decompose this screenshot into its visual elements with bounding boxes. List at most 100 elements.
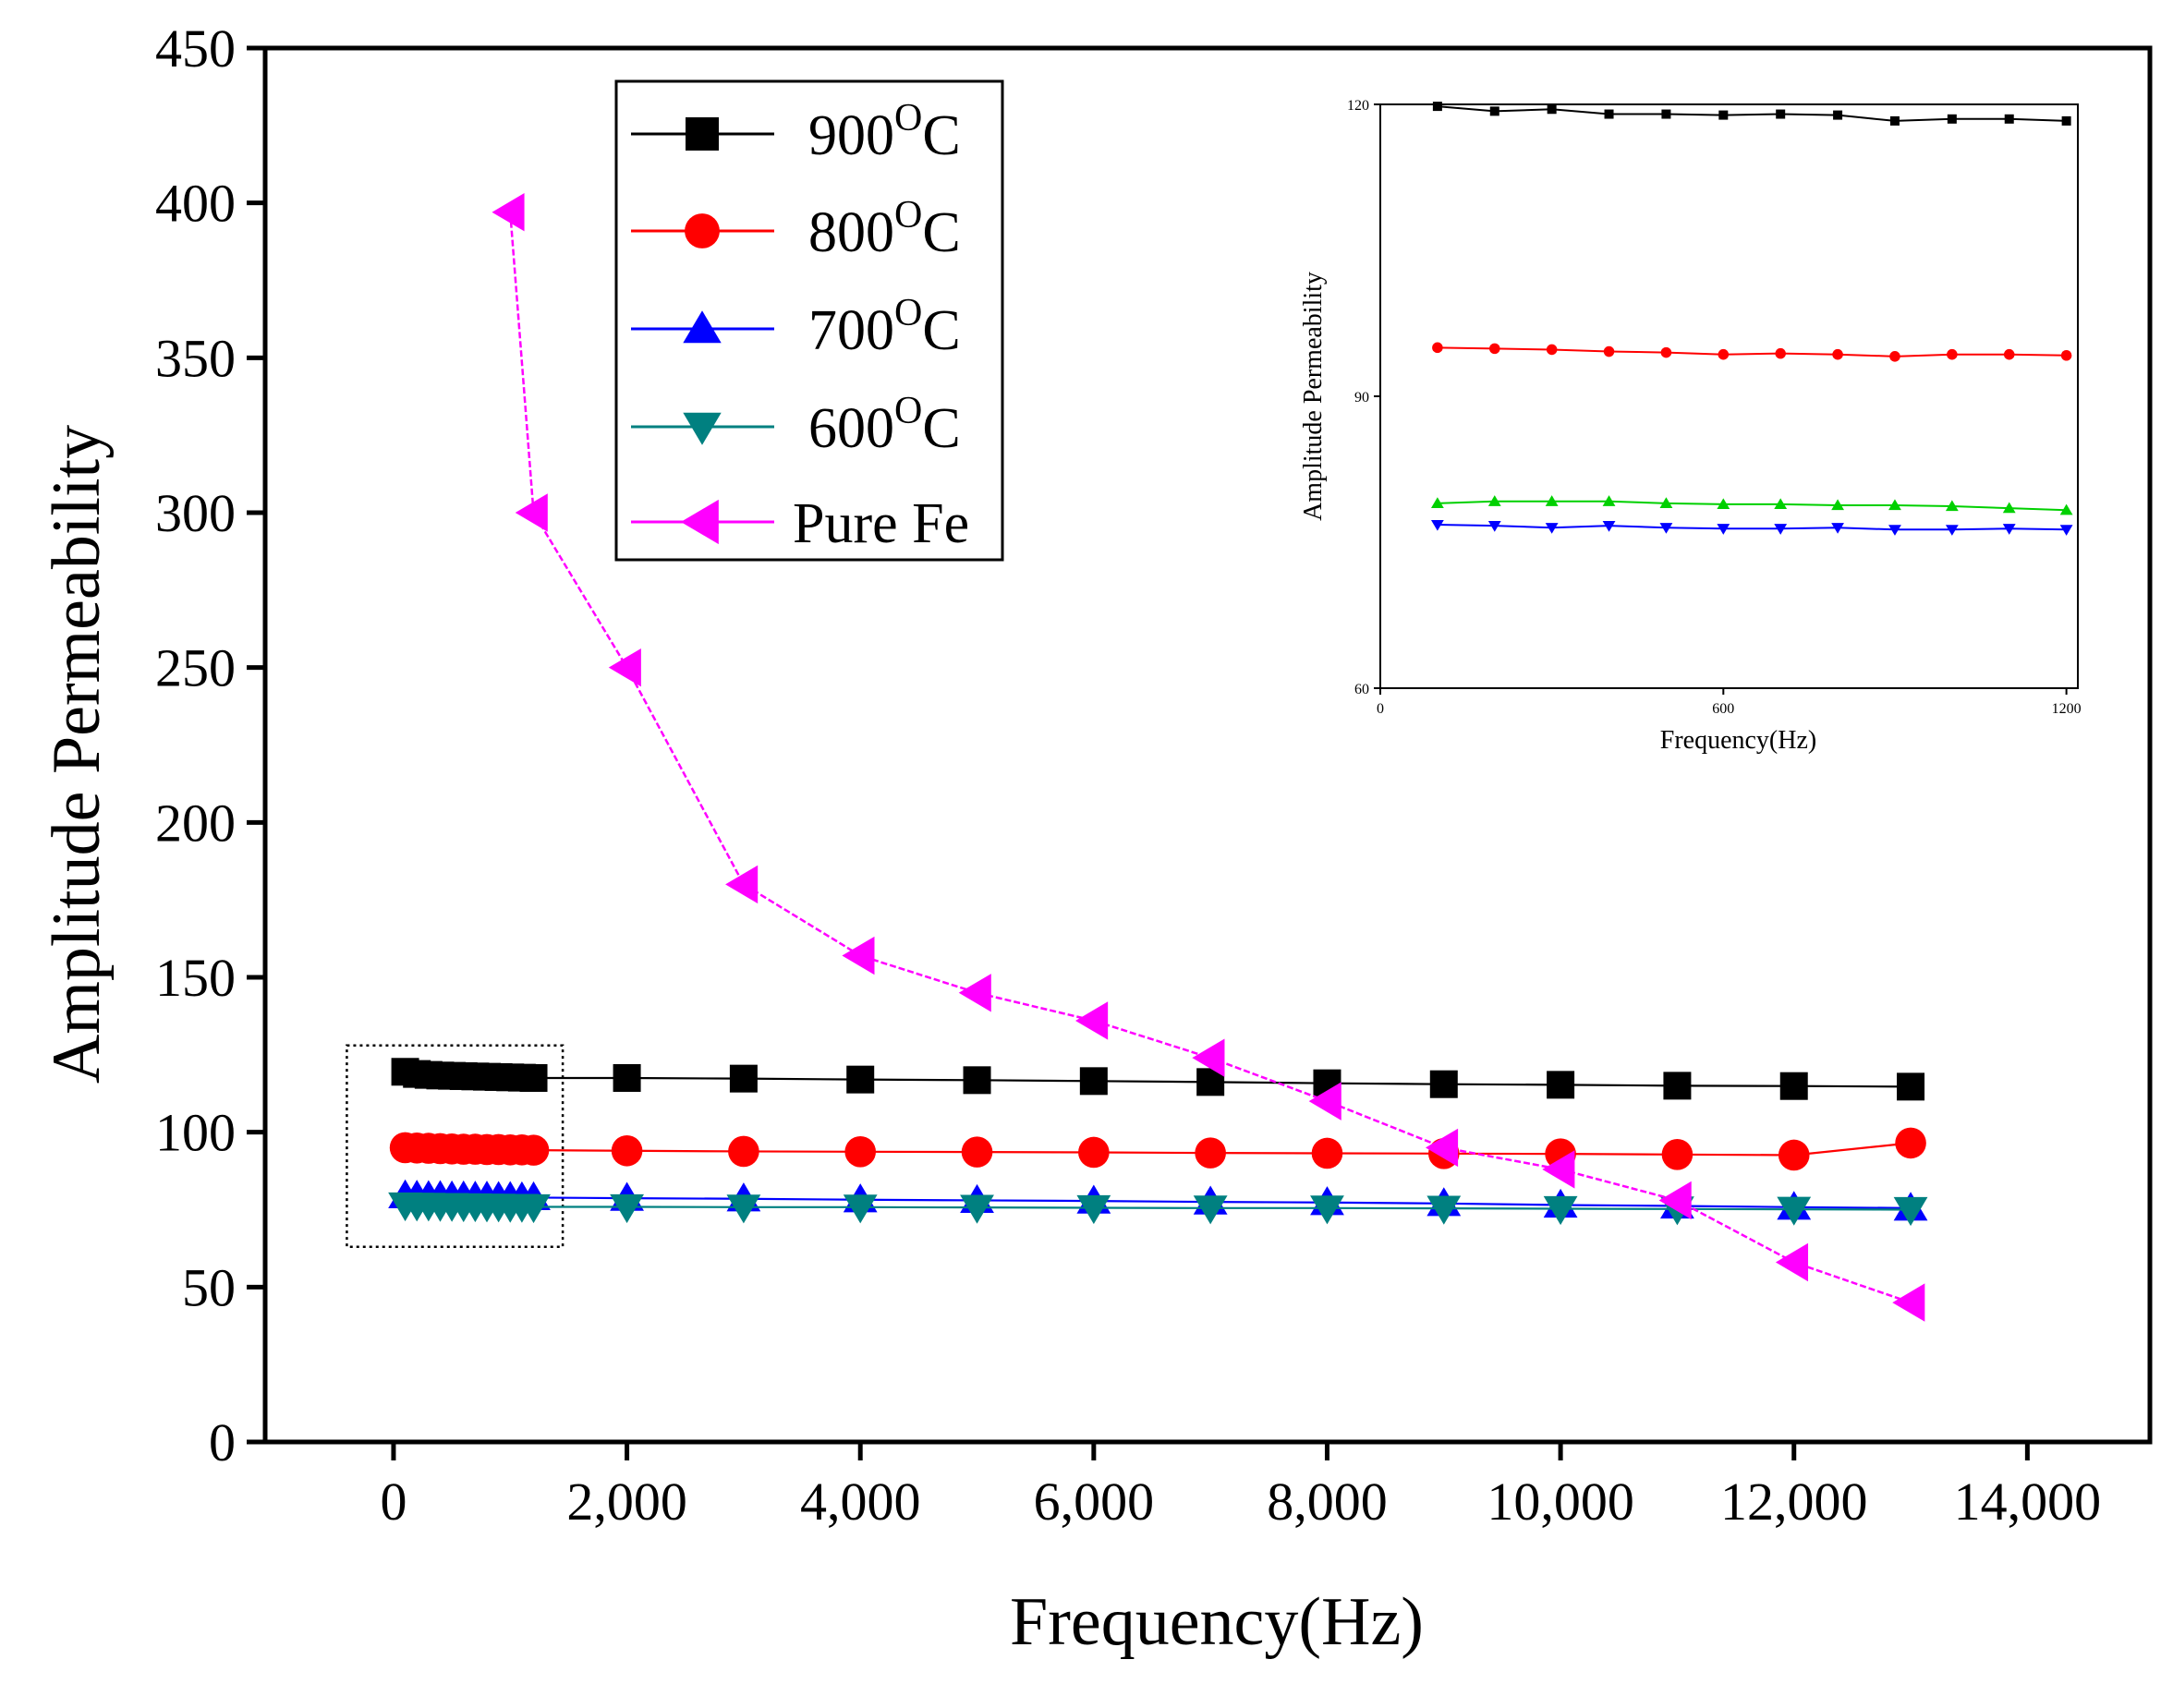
x-tick-label: 6,000 [1034,1472,1155,1532]
data-point [608,648,641,687]
data-point [1663,1072,1692,1100]
inset-series-0 [1432,102,2071,126]
data-point [1311,1137,1343,1169]
legend-name: 800 [808,201,894,264]
inset-data-point [1888,525,1901,536]
data-point [517,1134,550,1166]
inset-data-point [1604,109,1614,119]
inset-data-point [2061,115,2071,126]
data-point [516,1193,551,1224]
legend-marker [686,117,719,151]
data-point [1426,1195,1462,1225]
x-tick-label: 0 [380,1472,407,1532]
data-point [1542,1150,1575,1189]
inset-data-point [1774,524,1788,535]
data-point [842,936,875,975]
data-point [1079,1067,1108,1096]
inset-y-tick-label: 60 [1354,682,1369,697]
inset-data-point [1432,342,1443,354]
data-point [611,1134,643,1167]
inset-data-point [1430,497,1444,508]
inset-series-line [1437,346,2067,357]
data-point [960,1194,994,1224]
inset-data-point [1889,351,1900,362]
data-point [963,1066,991,1095]
inset-data-point [1546,344,1558,356]
legend-label: 800OC [808,194,961,264]
legend-suffix: C [922,299,960,362]
inset-data-point [1945,525,1959,536]
legend-name: 600 [808,397,894,460]
data-point [1892,1283,1925,1322]
data-point [958,974,991,1012]
data-point [610,1193,644,1224]
inset-data-point [1545,495,1559,506]
data-point [1897,1072,1925,1101]
legend-name: Pure Fe [793,492,969,555]
inset-data-point [2002,502,2016,514]
legend-marker [683,412,722,445]
x-tick-label: 14,000 [1954,1472,2102,1532]
inset-data-point [1717,524,1730,535]
inset-series-2 [1430,495,2073,515]
inset-data-point [1603,345,1615,357]
data-point [1076,1194,1111,1225]
inset-data-point [1489,106,1499,116]
inset-data-point [1660,346,1672,358]
series-3 [388,1192,1928,1227]
legend-entry-1: 800OC [631,194,961,264]
data-point [1543,1195,1578,1226]
x-axis-title: Frequency(Hz) [1010,1584,1424,1660]
y-tick-label: 250 [155,638,236,698]
inset-data-point [1659,497,1673,508]
y-tick-label: 0 [209,1412,236,1472]
data-point [961,1136,993,1168]
legend-entry-2: 700OC [631,292,961,362]
legend-marker [685,213,720,248]
data-point [1893,1196,1928,1227]
inset-data-point [1432,102,1442,112]
inset-data-point [1659,523,1673,534]
legend-superscript: O [894,97,922,139]
data-point [1895,1127,1926,1159]
inset-data-point [1947,348,1958,360]
inset-data-point [2059,503,2073,515]
y-tick-label: 450 [155,18,236,79]
legend-box [614,79,1004,562]
data-point [1779,1072,1808,1100]
inset-data-point [2002,524,2016,535]
inset-data-point [1774,498,1788,510]
inset-data-point [1487,520,1501,532]
x-tick-label: 4,000 [800,1472,921,1532]
inset-series-line [1437,500,2067,512]
inset-y-axis-title: Amplitude Permeability [1299,272,1328,521]
data-point [492,193,525,232]
legend-suffix: C [922,104,960,167]
data-point [519,1063,548,1092]
y-tick-label: 400 [155,174,236,234]
y-tick-label: 100 [155,1103,236,1163]
legend-superscript: O [894,194,922,236]
legend-superscript: O [894,292,922,334]
data-point [1775,1242,1809,1282]
inset-x-tick-label: 1200 [2052,701,2082,717]
y-axis-title: Amplitude Permeability [39,425,115,1084]
legend-name: 900 [808,104,894,167]
data-point [1310,1195,1344,1225]
data-point [843,1194,878,1224]
legend-name: 700 [808,299,894,362]
inset-series-line [1437,105,2067,122]
inset-data-point [1602,495,1616,506]
inset-data-point [1833,110,1843,120]
data-point [1078,1136,1110,1169]
data-point [1777,1196,1812,1226]
data-point [1658,1181,1692,1220]
data-point [1547,1071,1575,1099]
inset-data-point [1488,343,1500,355]
data-point [1425,1128,1459,1168]
data-point [1193,1195,1228,1225]
series-line [509,212,1912,1304]
inset-series-1 [1432,342,2072,362]
